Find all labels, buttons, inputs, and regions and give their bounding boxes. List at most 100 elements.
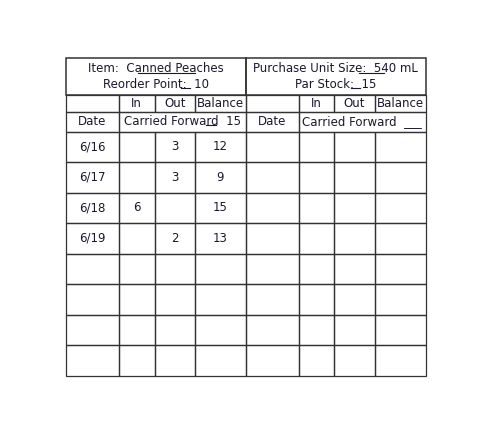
Bar: [195, 314, 246, 345]
Bar: [246, 95, 299, 112]
Bar: [299, 345, 335, 376]
Bar: [299, 112, 426, 132]
Bar: [66, 95, 119, 112]
Bar: [375, 314, 426, 345]
Text: Balance: Balance: [377, 97, 424, 109]
Bar: [119, 95, 155, 112]
Text: 13: 13: [213, 232, 228, 245]
Bar: [375, 95, 426, 112]
Bar: [299, 132, 335, 162]
Text: 6/16: 6/16: [79, 140, 106, 153]
Text: 3: 3: [171, 171, 179, 184]
Text: 15: 15: [213, 201, 228, 214]
Bar: [299, 284, 335, 314]
Bar: [66, 57, 246, 95]
Text: Purchase Unit Size:  540 mL: Purchase Unit Size: 540 mL: [253, 62, 419, 75]
Bar: [119, 223, 155, 254]
Bar: [119, 254, 155, 284]
Bar: [375, 193, 426, 223]
Text: Out: Out: [344, 97, 365, 109]
Text: Balance: Balance: [197, 97, 244, 109]
Text: Out: Out: [164, 97, 185, 109]
Bar: [66, 112, 119, 132]
Text: Carried Forward  15: Carried Forward 15: [124, 115, 241, 128]
Bar: [155, 162, 195, 193]
Bar: [119, 132, 155, 162]
Text: Item:  Canned Peaches: Item: Canned Peaches: [88, 62, 224, 75]
Bar: [66, 284, 119, 314]
Bar: [375, 284, 426, 314]
Bar: [155, 254, 195, 284]
Bar: [335, 254, 375, 284]
Bar: [119, 193, 155, 223]
Bar: [299, 193, 335, 223]
Bar: [335, 223, 375, 254]
Text: Reorder Point:  10: Reorder Point: 10: [103, 78, 209, 91]
Bar: [299, 254, 335, 284]
Bar: [66, 254, 119, 284]
Text: 6/18: 6/18: [79, 201, 106, 214]
Text: Date: Date: [78, 115, 107, 128]
Bar: [66, 193, 119, 223]
Bar: [246, 314, 299, 345]
Bar: [195, 132, 246, 162]
Bar: [299, 95, 335, 112]
Bar: [299, 223, 335, 254]
Bar: [119, 112, 246, 132]
Text: 9: 9: [216, 171, 224, 184]
Bar: [335, 345, 375, 376]
Bar: [195, 345, 246, 376]
Bar: [375, 223, 426, 254]
Text: Date: Date: [258, 115, 287, 128]
Bar: [195, 162, 246, 193]
Text: 2: 2: [171, 232, 179, 245]
Text: In: In: [311, 97, 322, 109]
Bar: [246, 223, 299, 254]
Bar: [66, 223, 119, 254]
Text: 6/17: 6/17: [79, 171, 106, 184]
Bar: [155, 95, 195, 112]
Bar: [335, 132, 375, 162]
Bar: [299, 162, 335, 193]
Text: 3: 3: [171, 140, 179, 153]
Text: In: In: [132, 97, 142, 109]
Text: 6/19: 6/19: [79, 232, 106, 245]
Bar: [195, 223, 246, 254]
Text: 6: 6: [133, 201, 141, 214]
Bar: [195, 284, 246, 314]
Bar: [195, 193, 246, 223]
Bar: [335, 95, 375, 112]
Bar: [155, 223, 195, 254]
Bar: [155, 345, 195, 376]
Bar: [66, 345, 119, 376]
Bar: [299, 314, 335, 345]
Bar: [246, 132, 299, 162]
Bar: [246, 193, 299, 223]
Bar: [66, 162, 119, 193]
Bar: [335, 193, 375, 223]
Bar: [335, 162, 375, 193]
Bar: [335, 284, 375, 314]
Bar: [119, 284, 155, 314]
Bar: [155, 284, 195, 314]
Bar: [155, 314, 195, 345]
Text: 12: 12: [213, 140, 228, 153]
Bar: [375, 162, 426, 193]
Text: Par Stock:  15: Par Stock: 15: [295, 78, 377, 91]
Bar: [66, 132, 119, 162]
Bar: [335, 314, 375, 345]
Bar: [119, 162, 155, 193]
Bar: [246, 112, 299, 132]
Bar: [119, 314, 155, 345]
Bar: [375, 132, 426, 162]
Bar: [155, 132, 195, 162]
Bar: [375, 254, 426, 284]
Bar: [155, 193, 195, 223]
Bar: [246, 254, 299, 284]
Bar: [195, 254, 246, 284]
Bar: [246, 57, 426, 95]
Bar: [66, 314, 119, 345]
Bar: [246, 284, 299, 314]
Bar: [195, 95, 246, 112]
Bar: [246, 162, 299, 193]
